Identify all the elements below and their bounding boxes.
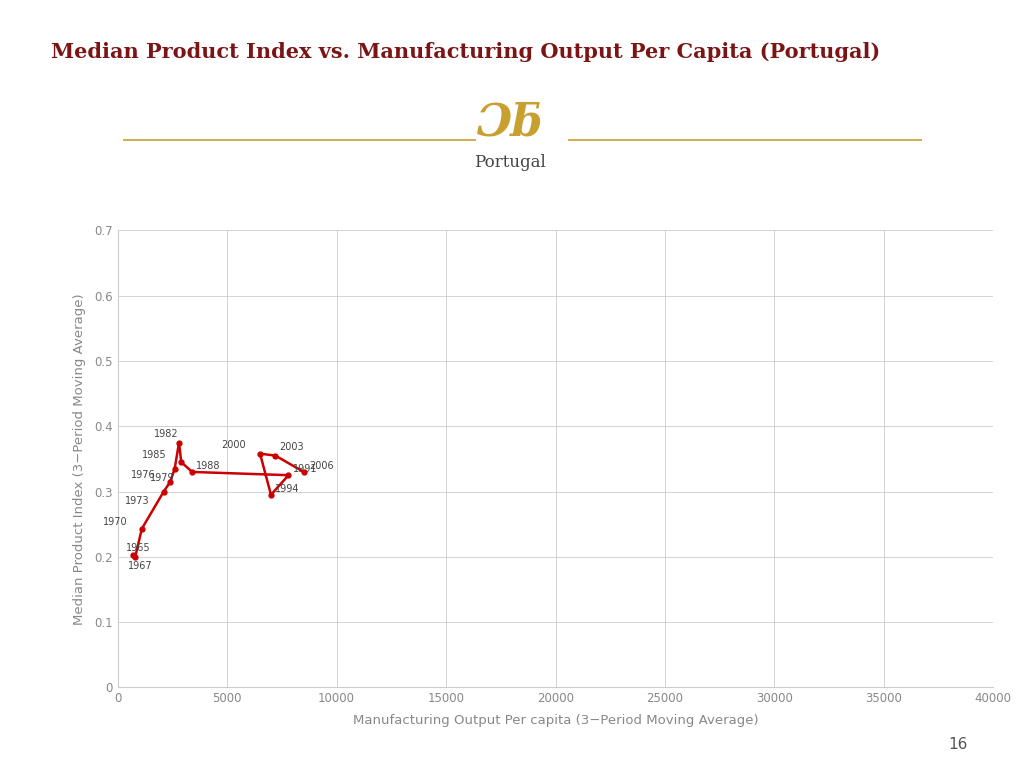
Text: 1979: 1979 [150,473,174,483]
Text: 1965: 1965 [126,543,151,553]
Text: 1982: 1982 [154,429,178,439]
Text: Portugal: Portugal [474,154,546,170]
Text: 2006: 2006 [309,461,334,471]
Text: 1970: 1970 [103,517,128,527]
Text: 2000: 2000 [221,440,246,450]
Text: 2003: 2003 [280,442,304,452]
Text: 1967: 1967 [128,561,153,571]
Text: 1994: 1994 [275,484,300,494]
Text: 1976: 1976 [131,469,156,479]
Text: 1988: 1988 [197,461,221,471]
X-axis label: Manufacturing Output Per capita (3−Period Moving Average): Manufacturing Output Per capita (3−Perio… [352,713,759,727]
Text: 1991: 1991 [293,465,317,475]
Text: 1973: 1973 [125,496,150,506]
Text: 1985: 1985 [142,450,167,460]
Y-axis label: Median Product Index (3−Period Moving Average): Median Product Index (3−Period Moving Av… [73,293,86,624]
Text: 16: 16 [948,737,968,752]
Text: Median Product Index vs. Manufacturing Output Per Capita (Portugal): Median Product Index vs. Manufacturing O… [51,42,881,62]
Text: Ɔƃ: Ɔƃ [477,101,543,144]
